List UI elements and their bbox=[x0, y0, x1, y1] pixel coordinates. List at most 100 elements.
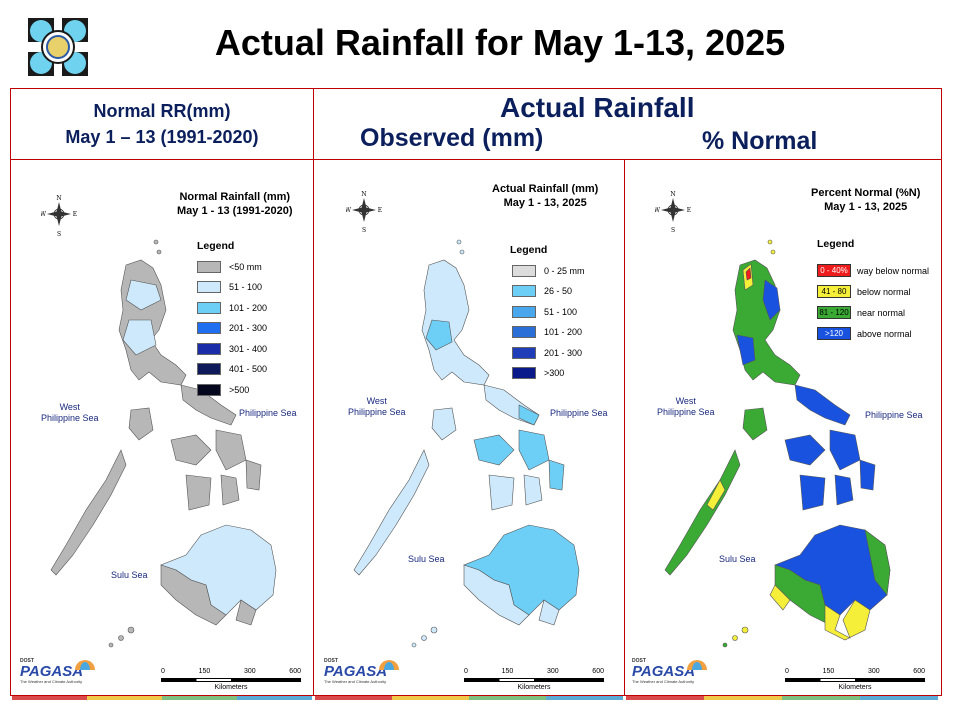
legend-item: 51 - 100 bbox=[512, 305, 577, 318]
sea-label-sulu: Sulu Sea bbox=[408, 554, 445, 564]
scale-unit: Kilometers bbox=[838, 684, 872, 691]
scale-tick-1: 150 bbox=[822, 668, 835, 675]
legend-item: 51 - 100 bbox=[197, 281, 262, 294]
legend-swatch bbox=[512, 367, 536, 379]
sea-west-line1: West bbox=[366, 396, 387, 406]
percent-header: % Normal bbox=[702, 127, 818, 155]
percent-map-title: Percent Normal (%N) May 1 - 13, 2025 bbox=[811, 186, 920, 214]
actual-legend-title: Legend bbox=[510, 244, 548, 256]
legend-item: 301 - 400 bbox=[197, 342, 267, 355]
sea-label-sulu: Sulu Sea bbox=[111, 570, 148, 580]
pagasa-logo: DOST PAGASA The Weather and Climate Auth… bbox=[632, 658, 712, 692]
legend-swatch bbox=[197, 363, 221, 375]
sea-west-line2: Philippine Sea bbox=[348, 407, 406, 417]
footer-bar-segment bbox=[12, 696, 87, 700]
legend-item: <50 mm bbox=[197, 260, 262, 273]
normal-header-line2: May 1 – 13 (1991-2020) bbox=[65, 127, 259, 147]
divider-1 bbox=[313, 88, 314, 696]
percent-map-title-line1: Percent Normal (%N) bbox=[811, 187, 921, 199]
footer-bar-segment bbox=[546, 696, 623, 700]
pagasa-tagline: The Weather and Climate Authority bbox=[20, 679, 83, 684]
normal-header: Normal RR(mm) May 1 – 13 (1991-2020) bbox=[12, 98, 312, 150]
pagasa-tagline: The Weather and Climate Authority bbox=[632, 679, 695, 684]
compass-n: N bbox=[56, 195, 61, 202]
normal-legend-title: Legend bbox=[197, 240, 235, 252]
legend-swatch bbox=[197, 301, 221, 314]
scale-tick-1: 150 bbox=[198, 668, 211, 675]
scale-tick-3: 600 bbox=[289, 668, 301, 675]
normal-map-title-line2: May 1 - 13 (1991-2020) bbox=[177, 205, 293, 217]
footer-bar-segment bbox=[162, 696, 237, 700]
panel-percent: Percent Normal (%N) May 1 - 13, 2025 N S… bbox=[625, 160, 941, 696]
legend-label: above normal bbox=[857, 328, 912, 339]
legend-item: 401 - 500 bbox=[197, 363, 267, 376]
legend-item: 0 - 25 mm bbox=[512, 264, 585, 277]
scale-bar: 0 150 300 600 Kilometers bbox=[161, 668, 301, 696]
sea-west-line2: Philippine Sea bbox=[657, 407, 715, 417]
sea-label-west: West Philippine Sea bbox=[41, 402, 99, 424]
content-frame bbox=[10, 88, 942, 696]
legend-label: 201 - 300 bbox=[544, 347, 583, 358]
legend-label: 51 - 100 bbox=[544, 306, 578, 317]
scale-tick-2: 300 bbox=[546, 668, 559, 675]
legend-swatch bbox=[512, 346, 536, 359]
panel-normal: Normal Rainfall (mm) May 1 - 13 (1991-20… bbox=[11, 160, 313, 696]
footer-bar-segment bbox=[392, 696, 469, 700]
legend-item: 201 - 300 bbox=[197, 322, 267, 335]
legend-item: 101 - 200 bbox=[512, 326, 582, 339]
sea-label-west: West Philippine Sea bbox=[657, 396, 715, 418]
compass-n: N bbox=[361, 191, 366, 198]
actual-map bbox=[353, 239, 580, 648]
footer-bar-segment bbox=[626, 696, 704, 700]
scale-tick-0: 0 bbox=[785, 668, 789, 675]
percent-map bbox=[664, 239, 891, 648]
legend-swatch: 81 - 120 bbox=[817, 306, 851, 319]
legend-item: 26 - 50 bbox=[512, 285, 572, 298]
legend-item: 81 - 120 near normal bbox=[817, 306, 905, 319]
pagasa-wordmark: PAGASA bbox=[324, 663, 388, 680]
umbrella-icon bbox=[75, 660, 95, 670]
scale-bar: 0 150 300 600 Kilometers bbox=[464, 668, 604, 696]
legend-swatch bbox=[197, 281, 221, 293]
compass-w: W bbox=[41, 211, 47, 218]
legend-label: 0 - 25 mm bbox=[544, 265, 585, 276]
actual-map-title: Actual Rainfall (mm) May 1 - 13, 2025 bbox=[492, 182, 598, 210]
footer-bar-segment bbox=[782, 696, 860, 700]
mindoro bbox=[128, 407, 154, 441]
legend-item: >120 above normal bbox=[817, 327, 912, 340]
compass-e: E bbox=[73, 211, 77, 218]
pagasa-dost-label: DOST bbox=[324, 658, 338, 664]
umbrella-icon bbox=[379, 660, 399, 670]
scale-tick-2: 300 bbox=[243, 668, 256, 675]
sea-label-west: West Philippine Sea bbox=[348, 396, 406, 418]
header-divider bbox=[10, 159, 942, 160]
legend-item: >300 bbox=[512, 367, 564, 380]
percent-map-title-line2: May 1 - 13, 2025 bbox=[824, 201, 908, 213]
legend-label: below normal bbox=[857, 286, 911, 297]
legend-swatch bbox=[197, 383, 221, 396]
actual-header: Actual Rainfall bbox=[500, 92, 695, 123]
footer-bar-segment bbox=[315, 696, 392, 700]
footer-bar-segment bbox=[860, 696, 938, 700]
actual-map-title-line2: May 1 - 13, 2025 bbox=[503, 197, 587, 209]
footer-bar-segment bbox=[704, 696, 782, 700]
legend-item: 201 - 300 bbox=[512, 346, 582, 359]
compass-w: W bbox=[346, 207, 352, 214]
pagasa-wordmark: PAGASA bbox=[632, 663, 696, 680]
scale-tick-0: 0 bbox=[161, 668, 165, 675]
compass-s: S bbox=[671, 227, 675, 234]
pagasa-dost-label: DOST bbox=[632, 658, 646, 664]
legend-swatch bbox=[197, 322, 221, 334]
page-title: Actual Rainfall for May 1-13, 2025 bbox=[214, 22, 786, 63]
scale-tick-1: 150 bbox=[501, 668, 514, 675]
pagasa-logo: DOST PAGASA The Weather and Climate Auth… bbox=[324, 658, 404, 692]
legend-item: 101 - 200 bbox=[197, 301, 267, 314]
legend-swatch: 0 - 40% bbox=[817, 264, 851, 277]
footer-bar-segment bbox=[87, 696, 162, 700]
legend-label: 201 - 300 bbox=[229, 323, 268, 333]
pagasa-dost-label: DOST bbox=[20, 658, 34, 664]
legend-label: 26 - 50 bbox=[544, 286, 573, 296]
legend-item: >500 bbox=[197, 383, 249, 396]
legend-label: 301 - 400 bbox=[229, 343, 268, 354]
sea-label-east: Philippine Sea bbox=[239, 408, 297, 418]
